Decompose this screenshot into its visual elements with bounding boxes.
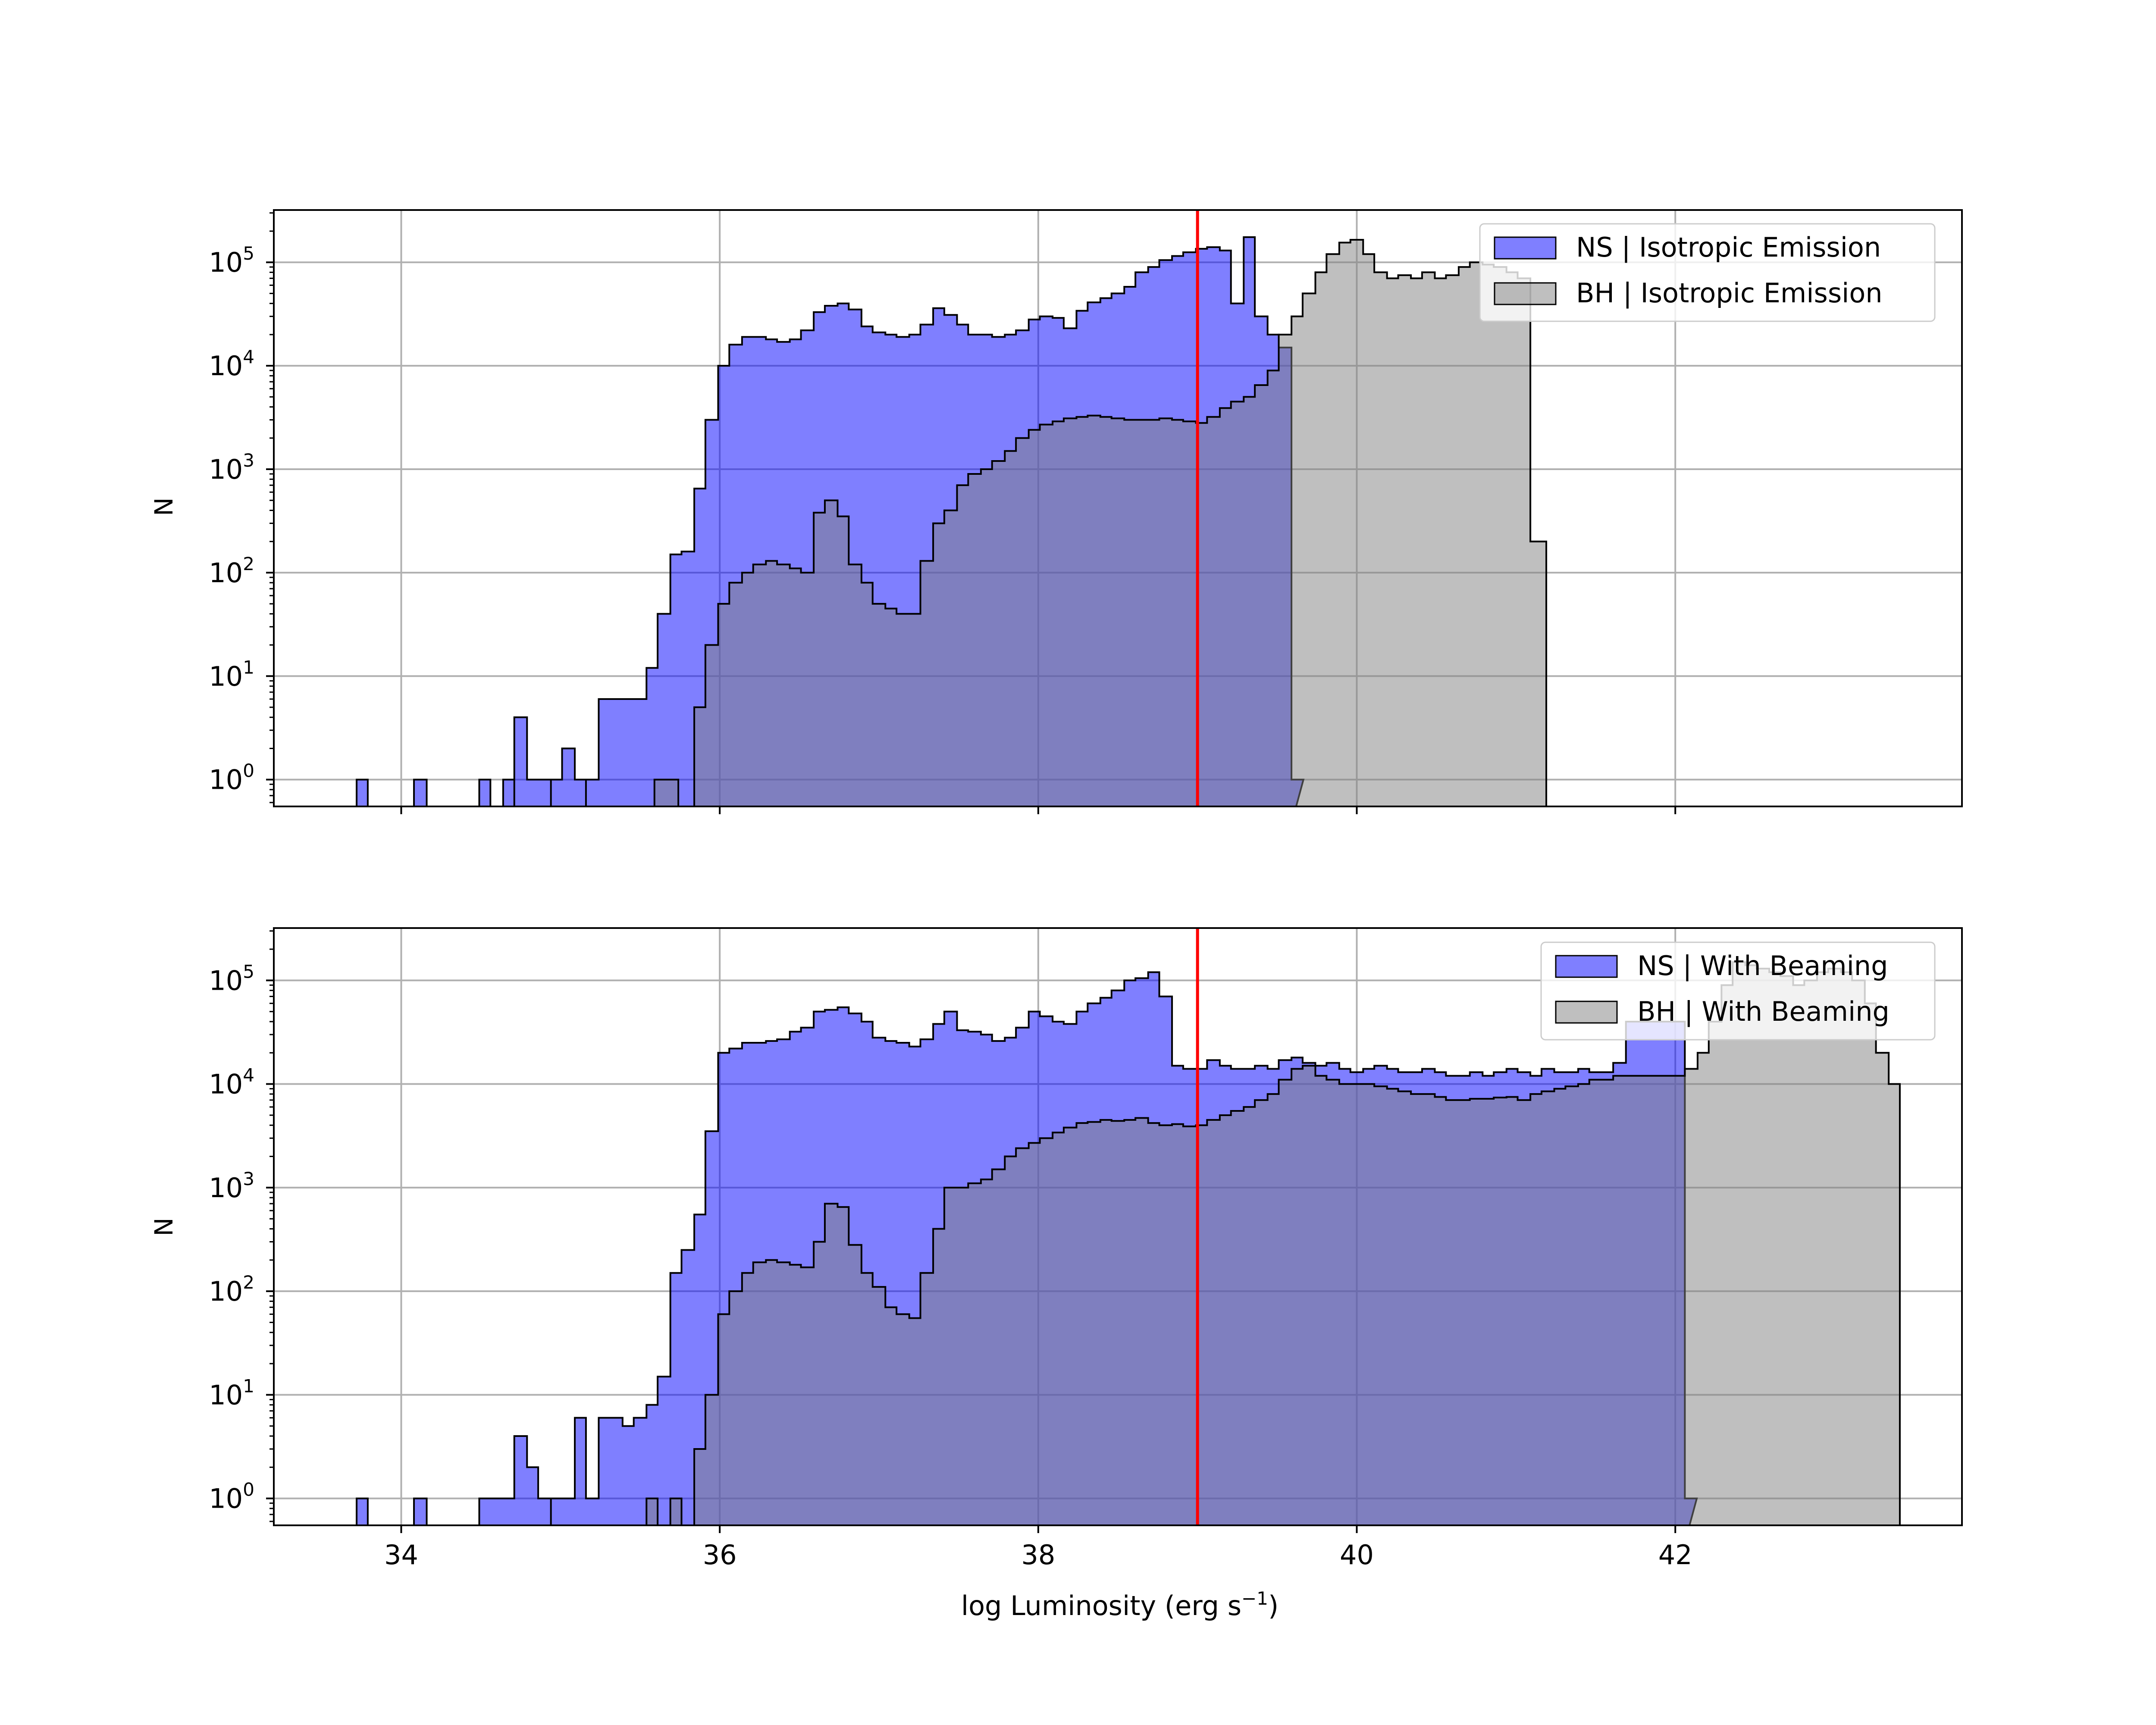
x-axis-label-superscript: −1 — [1241, 1588, 1268, 1609]
bottom-x-tick-label: 40 — [1340, 1539, 1374, 1571]
top-y-tick-label: 101 — [209, 657, 254, 692]
bottom-legend-ns-label: NS | With Beaming — [1637, 950, 1888, 982]
top-legend-bh-label: BH | Isotropic Emission — [1576, 277, 1883, 309]
bottom-x-tick-label: 34 — [384, 1539, 418, 1571]
bottom-y-tick-label: 103 — [209, 1168, 254, 1204]
top-ylabel: N — [149, 497, 179, 516]
bottom-ylabel: N — [149, 1217, 179, 1236]
top-legend-ns-swatch — [1494, 236, 1557, 260]
top-histogram-panel: 100 101 102 103 104 105 N NS | Isotropic Emis… — [149, 209, 1963, 814]
bottom-plot-area: 34 36 38 40 42 100 101 102 103 104 105 — [209, 927, 1963, 1571]
bottom-y-tick-label: 105 — [209, 961, 254, 996]
bottom-y-tick-label: 104 — [209, 1065, 254, 1100]
top-legend-ns-label: NS | Isotropic Emission — [1576, 232, 1881, 263]
bottom-histogram-panel: 34 36 38 40 42 100 101 102 103 104 105 N NS | With… — [149, 927, 1963, 1571]
bottom-legend-box — [1540, 941, 1936, 1041]
x-axis-label-main: log Luminosity (erg s — [961, 1590, 1241, 1622]
bottom-plot-body — [274, 928, 1962, 1525]
bottom-y-tick-label: 100 — [209, 1479, 254, 1515]
bottom-axes-frame — [273, 927, 1963, 1526]
top-legend-bh-swatch — [1494, 282, 1557, 305]
top-legend-box — [1479, 223, 1936, 322]
bottom-legend-ns-swatch — [1555, 955, 1618, 978]
top-y-tick-label: 105 — [209, 243, 254, 278]
bottom-y-tick-label: 102 — [209, 1272, 254, 1307]
top-y-tick-label: 103 — [209, 450, 254, 485]
bottom-x-tick-label: 36 — [703, 1539, 737, 1571]
x-axis-label: log Luminosity (erg s−1) — [961, 1588, 1279, 1622]
top-y-tick-label: 102 — [209, 553, 254, 589]
x-axis-label-close: ) — [1268, 1590, 1279, 1622]
top-legend: NS | Isotropic Emission BH | Isotropic E… — [1479, 223, 1936, 322]
top-y-tick-label: 100 — [209, 760, 254, 796]
bottom-legend: NS | With Beaming BH | With Beaming — [1540, 941, 1936, 1041]
top-axes-frame — [273, 209, 1963, 807]
bottom-y-tick-label: 101 — [209, 1375, 254, 1411]
bottom-x-tick-label: 42 — [1658, 1539, 1692, 1571]
bottom-legend-bh-swatch — [1555, 1000, 1618, 1024]
bottom-x-tick-label: 38 — [1021, 1539, 1055, 1571]
top-histogram-bh-isotropic-emission — [653, 239, 1548, 806]
top-y-tick-label: 104 — [209, 346, 254, 382]
bottom-legend-bh-label: BH | With Beaming — [1637, 996, 1890, 1028]
